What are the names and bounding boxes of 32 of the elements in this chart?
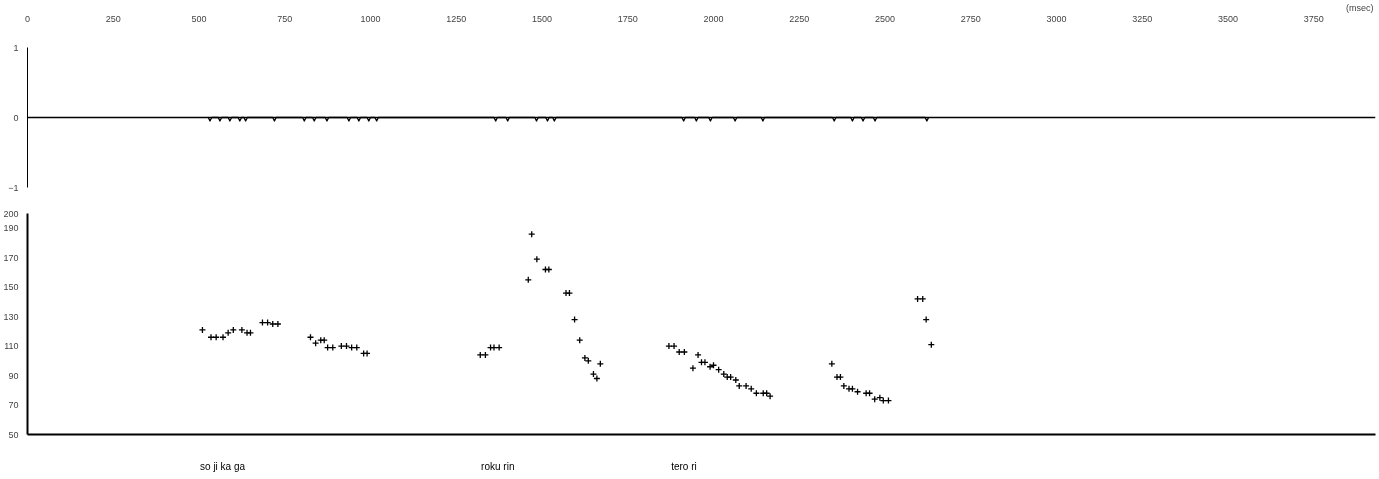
y-tick-label: 50 [8,429,19,440]
y-tick-label: 200 [3,208,19,219]
x-tick-label: 2250 [789,13,810,24]
x-tick-label: 3750 [1303,13,1324,24]
y-tick-label: 70 [8,400,19,411]
x-tick-label: 2500 [875,13,896,24]
x-tick-label: 3500 [1218,13,1239,24]
x-tick-label: 3250 [1132,13,1153,24]
x-tick-label: 1750 [617,13,638,24]
y-tick-label: 150 [3,282,19,293]
text: roku rin [481,460,515,472]
x-tick-label: 1250 [446,13,467,24]
y-tick-label: 190 [3,223,19,234]
x-tick-label: 1000 [360,13,381,24]
x-tick-label: 250 [105,13,121,24]
text: so ji ka ga [200,460,246,472]
x-tick-label: 2000 [703,13,724,24]
x-tick-label: 750 [277,13,293,24]
y-tick-label: −1 [8,182,19,193]
x-tick-label: 500 [191,13,207,24]
x-tick-label: 0 [25,13,31,24]
x-axis-title: (msec) [1346,2,1374,13]
x-tick-label: 2750 [960,13,981,24]
y-tick-label: 110 [4,341,19,352]
y-tick-label: 130 [3,311,19,322]
y-tick-label: 170 [3,252,19,263]
x-tick-label: 3000 [1046,13,1067,24]
y-tick-label: 90 [8,370,19,381]
x-tick-label: 1500 [531,13,553,24]
y-tick-label: 0 [13,112,19,123]
text: tero ri [671,460,697,472]
y-tick-label: 1 [13,42,19,53]
